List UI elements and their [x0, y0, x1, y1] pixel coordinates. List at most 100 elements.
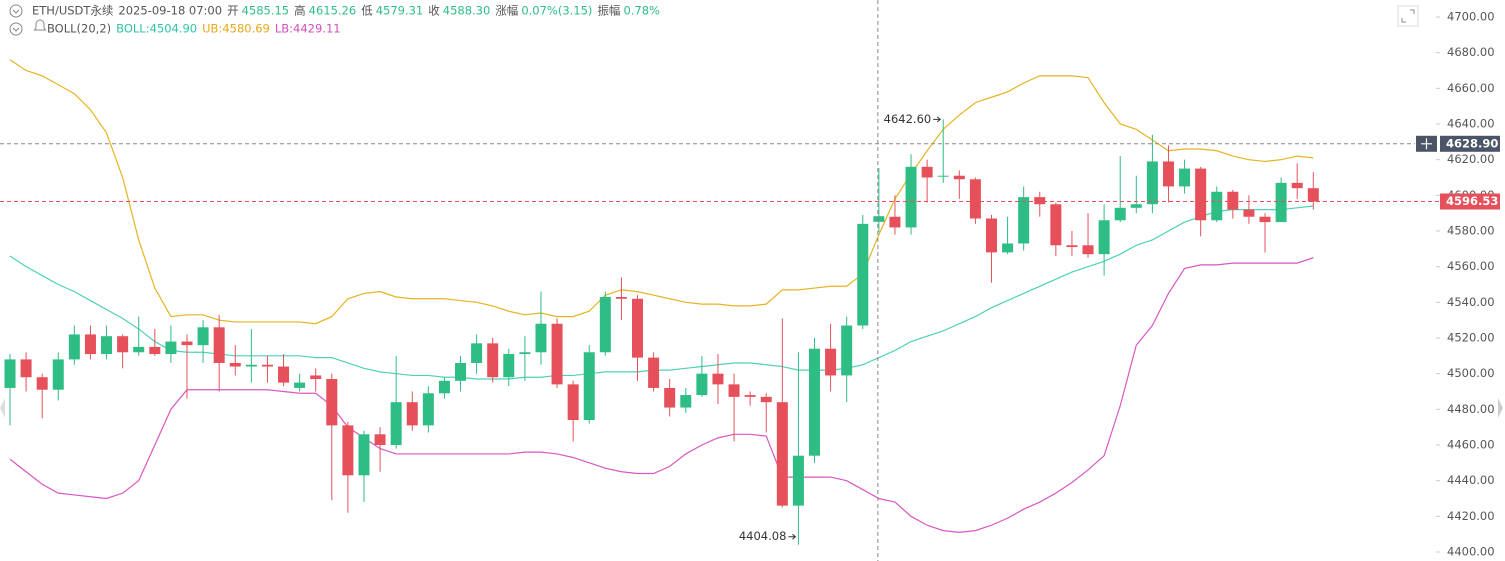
- boll-upper: [9, 59, 1314, 325]
- candle-body: [583, 352, 595, 421]
- y-tick-label: 4640.00: [1447, 117, 1495, 131]
- field-value: 0.78%: [623, 4, 660, 18]
- y-tick-label: 4660.00: [1447, 81, 1495, 95]
- candle-body: [1034, 197, 1046, 205]
- candle-body: [165, 341, 177, 355]
- candle-body: [567, 384, 579, 421]
- candle-body: [326, 379, 338, 426]
- candle-body: [985, 218, 997, 253]
- candle-body: [487, 343, 499, 378]
- candle-body: [117, 336, 129, 353]
- candle-body: [1146, 161, 1158, 205]
- plot-area: [4, 59, 1319, 545]
- y-tick-label: 4540.00: [1447, 295, 1495, 309]
- candle-body: [1162, 161, 1174, 187]
- candle-body: [792, 455, 804, 506]
- indicator-name: BOLL(20,2): [47, 22, 111, 36]
- right-handle[interactable]: [1498, 398, 1503, 418]
- y-tick-label: 4620.00: [1447, 152, 1495, 166]
- candle-body: [229, 362, 241, 367]
- candle-body: [1259, 216, 1271, 223]
- candle-body: [519, 352, 531, 355]
- indicator-value: LB:4429.11: [275, 22, 341, 36]
- candle-body: [728, 384, 740, 397]
- candle-body: [648, 357, 660, 388]
- field-label: 低: [361, 4, 373, 18]
- crosshair-price-tag: [1440, 135, 1500, 152]
- left-handle[interactable]: [0, 398, 5, 418]
- last-price: 4596.53: [1446, 194, 1498, 208]
- chevron: [12, 9, 20, 14]
- candle-body: [213, 327, 225, 363]
- candle-body: [599, 296, 611, 353]
- min-label: 4404.08: [739, 529, 787, 543]
- candle-body: [696, 373, 708, 396]
- candle-body: [310, 375, 322, 380]
- candle-body: [278, 366, 290, 383]
- field-value: 0.07%(3.15): [521, 4, 592, 18]
- y-tick-label: 4700.00: [1447, 10, 1495, 24]
- candle-body: [358, 434, 370, 476]
- y-tick-label: 4500.00: [1447, 366, 1495, 380]
- candle-body: [1211, 191, 1223, 221]
- candle-body: [969, 179, 981, 219]
- y-tick-label: 4680.00: [1447, 45, 1495, 59]
- candle-body: [471, 343, 483, 363]
- y-tick-label: 4460.00: [1447, 438, 1495, 452]
- candle-body: [760, 396, 772, 403]
- last-price-tag: [1440, 193, 1500, 210]
- candle-body: [921, 166, 933, 178]
- candle-body: [1114, 207, 1126, 221]
- candle-body: [503, 354, 515, 378]
- candle-body: [261, 364, 273, 367]
- candle-body: [1050, 204, 1062, 246]
- expand-button[interactable]: [1397, 5, 1419, 27]
- candle-body: [680, 395, 692, 408]
- boll-middle: [9, 205, 1314, 380]
- candle-body: [1243, 209, 1255, 217]
- max-label: 4642.60: [884, 112, 932, 126]
- field-label: 高: [294, 4, 306, 18]
- candle-body: [1098, 220, 1110, 255]
- candle-body: [455, 362, 467, 381]
- boll-lower: [9, 257, 1314, 533]
- candle-body: [1066, 245, 1078, 248]
- candle-body: [551, 323, 563, 385]
- candle-body: [422, 393, 434, 426]
- candle-body: [889, 216, 901, 228]
- candle-body: [776, 402, 788, 506]
- candle-body: [52, 359, 64, 390]
- candle-body: [68, 334, 80, 360]
- y-tick-label: 4400.00: [1447, 545, 1495, 559]
- candle-body: [825, 348, 837, 376]
- candle-body: [101, 336, 113, 355]
- field-label: 开: [227, 4, 239, 18]
- candle-body: [438, 380, 450, 394]
- field-label: 涨幅: [495, 4, 518, 18]
- max-arrow: [933, 116, 942, 123]
- field-value: 4579.31: [376, 4, 424, 18]
- y-tick-label: 4520.00: [1447, 331, 1495, 345]
- min-arrow: [788, 533, 797, 540]
- collapse-icon[interactable]: [9, 22, 23, 36]
- candle-body: [937, 175, 949, 177]
- candle-body: [1227, 191, 1239, 210]
- bell-icon[interactable]: [33, 19, 47, 31]
- candle-body: [374, 434, 386, 445]
- candle-body: [294, 382, 306, 388]
- candle-body: [841, 325, 853, 376]
- collapse-icon[interactable]: [9, 4, 23, 18]
- y-tick-label: 4560.00: [1447, 259, 1495, 273]
- plus-icon: [1421, 138, 1432, 150]
- candle-body: [615, 296, 627, 299]
- candle-body: [245, 364, 257, 367]
- candle-body: [809, 348, 820, 456]
- candle-body: [197, 327, 209, 346]
- candle-body: [1307, 188, 1319, 202]
- candle-body: [84, 334, 96, 355]
- candle-body: [873, 216, 885, 222]
- candle-body: [1018, 197, 1030, 244]
- candle-body: [1130, 204, 1142, 208]
